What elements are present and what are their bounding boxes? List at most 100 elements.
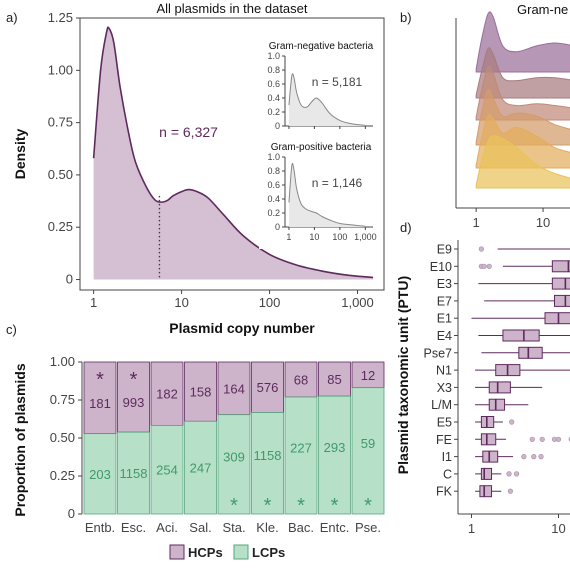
box xyxy=(488,381,511,394)
bar-hcp xyxy=(184,361,217,422)
star-lcp: * xyxy=(264,495,272,517)
box xyxy=(479,485,493,498)
outlier-point xyxy=(486,263,492,269)
y-tick-label-a: 0.75 xyxy=(48,115,73,130)
legend-swatch-lcp xyxy=(233,544,249,560)
x-tick-label-c: Esc. xyxy=(121,520,146,535)
box xyxy=(488,398,506,411)
bar-label-lcp: 203 xyxy=(89,467,111,482)
y-tick-label-d: E7 xyxy=(437,294,452,308)
box xyxy=(551,277,570,290)
y-tick-label-d: E1 xyxy=(437,312,452,326)
bar-hcp xyxy=(117,361,150,433)
outlier-point xyxy=(513,471,520,477)
x-tick-label-b: 10 xyxy=(536,215,550,230)
y-tick-label-d: L/M xyxy=(431,398,452,412)
x-tick-label-b: 1 xyxy=(473,215,480,230)
inset-y-tick-label: 0.6 xyxy=(267,180,280,190)
inset-y-tick-label: 0.4 xyxy=(267,93,280,103)
outlier-point xyxy=(539,436,545,442)
y-tick-label-d: C xyxy=(443,467,452,481)
inset-bg xyxy=(259,137,379,249)
inset-y-tick-label: 0.6 xyxy=(267,79,280,89)
title-a: All plasmids in the dataset xyxy=(156,1,307,16)
box xyxy=(554,294,570,307)
bar-lcp xyxy=(150,425,184,515)
bar-label-hcp: 164 xyxy=(223,381,245,396)
outlier-point xyxy=(531,454,537,460)
inset-y-tick-label: 0 xyxy=(275,222,280,232)
y-tick-label-c: 1.00 xyxy=(50,354,75,369)
bar-lcp xyxy=(351,387,385,515)
panel-label-c: c) xyxy=(6,322,17,337)
inset-y-tick-label: 0.4 xyxy=(267,194,280,204)
x-tick-label-a: 100 xyxy=(259,295,281,310)
bar-label-lcp: 309 xyxy=(223,449,245,464)
inset-y-tick-label: 1.0 xyxy=(267,51,280,61)
bar-label-hcp: 181 xyxy=(89,396,111,411)
panel-label-b: b) xyxy=(400,10,412,25)
box xyxy=(502,329,540,342)
bar-label-hcp: 182 xyxy=(156,387,178,402)
bar-hcp xyxy=(351,361,385,389)
y-tick-label-d: X3 xyxy=(437,381,452,395)
inset-x-tick-label: 100 xyxy=(332,232,347,242)
inset-title: Gram-negative bacteria xyxy=(269,41,374,52)
bar-hcp xyxy=(251,361,284,413)
outlier-point xyxy=(506,471,512,477)
outlier-point xyxy=(555,436,562,442)
x-tick-label-c: Sal. xyxy=(189,520,211,535)
y-tick-label-c: 0.50 xyxy=(50,430,75,445)
inset-y-tick-label: 0.2 xyxy=(267,107,280,117)
y-axis-label-c: Proportion of plasmids xyxy=(12,363,28,516)
bar-lcp xyxy=(184,420,217,515)
outlier-point xyxy=(509,419,515,425)
y-tick-label-a: 1.25 xyxy=(48,10,73,25)
bar-lcp xyxy=(318,395,351,515)
bar-label-hcp: 576 xyxy=(257,380,279,395)
outlier-point xyxy=(481,263,487,269)
bar-label-hcp: 993 xyxy=(123,395,145,410)
bar-hcp xyxy=(83,361,117,435)
y-tick-label-a: 0.50 xyxy=(48,167,73,182)
box xyxy=(480,433,497,446)
y-tick-label-d: E4 xyxy=(437,329,452,343)
n-annotation-a: n = 6,327 xyxy=(159,124,218,140)
inset-y-tick-label: 0.8 xyxy=(267,166,280,176)
bar-label-lcp: 1158 xyxy=(120,466,148,481)
y-tick-label-d: FE xyxy=(436,433,452,447)
star-lcp: * xyxy=(364,495,372,517)
star-lcp: * xyxy=(331,495,339,517)
star-lcp: * xyxy=(230,495,238,517)
box xyxy=(480,467,493,480)
outlier-point xyxy=(478,246,484,252)
inset-area xyxy=(288,73,366,126)
bar-hcp xyxy=(217,361,251,416)
bar-label-lcp: 293 xyxy=(324,440,346,455)
title-b: Gram-ne xyxy=(517,2,568,17)
density-area-a xyxy=(93,27,374,280)
inset-y-tick-label: 0 xyxy=(275,121,280,131)
y-tick-label-a: 0 xyxy=(66,272,73,287)
panel-d: Plasmid taxonomic unit (PTU) E9 E10 E3 E7 E1 E… xyxy=(395,240,570,536)
ridge-area xyxy=(475,11,570,73)
inset-line xyxy=(288,73,366,126)
y-tick-label-d: N1 xyxy=(436,364,452,378)
bar-label-lcp: 227 xyxy=(290,441,312,456)
star-hcp: * xyxy=(96,369,104,391)
density-line-a xyxy=(92,26,374,279)
box xyxy=(544,312,570,325)
star-hcp: * xyxy=(130,369,138,391)
bar-lcp xyxy=(83,433,117,515)
bar-label-lcp: 254 xyxy=(156,463,178,478)
y-tick-label-d: Pse7 xyxy=(424,346,453,360)
y-tick-label-a: 0.25 xyxy=(48,219,73,234)
x-tick-label-c: Bac. xyxy=(288,520,314,535)
panel-c: 0 0.25 0.50 0.75 1.00 Proportion of plasmids 1… xyxy=(12,354,385,560)
inset-a-inset-gram-negative: Gram-negative bacteria 0 0.2 0.4 0.6 0.8 1.0 n … xyxy=(259,36,379,136)
inset-x-tick-label: 1 xyxy=(286,232,291,242)
bar-label-hcp: 68 xyxy=(294,373,308,388)
panel-b: Gram-ne 1 10 xyxy=(455,2,570,230)
ridge-area xyxy=(475,47,570,99)
